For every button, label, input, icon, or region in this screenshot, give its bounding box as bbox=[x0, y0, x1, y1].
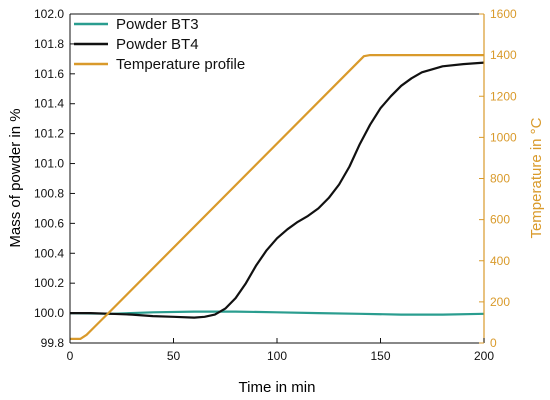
y-left-tick-label: 101.2 bbox=[34, 127, 64, 141]
y-left-tick-label: 100.8 bbox=[34, 186, 64, 200]
y-axis-left-title: Mass of powder in % bbox=[7, 108, 24, 247]
y-left-tick-label: 101.0 bbox=[34, 157, 64, 171]
y-right-tick-label: 600 bbox=[490, 213, 510, 227]
x-axis-title: Time in min bbox=[239, 379, 316, 396]
y-right-tick-label: 1400 bbox=[490, 48, 517, 62]
y-left-tick-label: 101.6 bbox=[34, 67, 64, 81]
plot-background bbox=[70, 14, 484, 343]
y-left-tick-label: 100.6 bbox=[34, 216, 64, 230]
y-right-tick-label: 400 bbox=[490, 254, 510, 268]
legend-label-2: Powder BT4 bbox=[116, 36, 199, 53]
y-left-tick-label: 100.0 bbox=[34, 306, 64, 320]
axes-layer: 0 50 100 150 200 99.8 100.0 100.2 100.4 100.6 100.… bbox=[34, 7, 517, 363]
series-line-3 bbox=[70, 54, 484, 340]
x-tick-label: 50 bbox=[167, 349, 181, 363]
y-left-tick-label: 100.4 bbox=[34, 246, 64, 260]
series-layer bbox=[69, 54, 485, 340]
legend-label-3: Temperature profile bbox=[116, 56, 245, 73]
y-right-tick-label: 800 bbox=[490, 172, 510, 186]
x-tick-label: 200 bbox=[474, 349, 494, 363]
legend-label-1: Powder BT3 bbox=[116, 16, 199, 33]
x-tick-label: 150 bbox=[370, 349, 390, 363]
x-tick-label: 100 bbox=[267, 349, 287, 363]
y-right-tick-label: 1200 bbox=[490, 89, 517, 103]
x-tick-label: 0 bbox=[67, 349, 74, 363]
y-left-tick-label: 99.8 bbox=[41, 336, 65, 350]
y-right-tick-label: 200 bbox=[490, 295, 510, 309]
y-right-tick-label: 0 bbox=[490, 336, 497, 350]
y-right-tick-label: 1600 bbox=[490, 7, 517, 21]
y-left-tick-label: 102.0 bbox=[34, 7, 64, 21]
plot-area bbox=[70, 14, 484, 343]
y-left-tick-label: 101.8 bbox=[34, 37, 64, 51]
y-left-tick-label: 100.2 bbox=[34, 276, 64, 290]
series-line-2 bbox=[70, 61, 485, 319]
legend: Powder BT3 Powder BT4 Temperature profile bbox=[74, 16, 245, 73]
y-right-tick-label: 1000 bbox=[490, 130, 517, 144]
y-left-tick-label: 101.4 bbox=[34, 97, 64, 111]
y-axis-right-title: Temperature in °C bbox=[528, 117, 545, 238]
series-line-1 bbox=[69, 310, 485, 316]
